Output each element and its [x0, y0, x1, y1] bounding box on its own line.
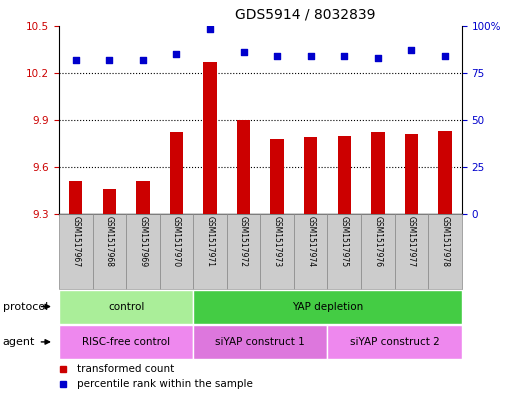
- Bar: [361, 214, 394, 289]
- Text: GSM1517967: GSM1517967: [71, 217, 80, 268]
- Bar: [327, 325, 462, 359]
- Point: [139, 56, 147, 62]
- Bar: [327, 214, 361, 289]
- Bar: [59, 290, 193, 323]
- Bar: [405, 134, 418, 214]
- Text: GSM1517969: GSM1517969: [139, 217, 147, 268]
- Bar: [193, 214, 227, 289]
- Bar: [394, 214, 428, 289]
- Point: [407, 47, 416, 53]
- Text: control: control: [108, 301, 144, 312]
- Text: agent: agent: [3, 337, 35, 347]
- Point: [240, 49, 248, 55]
- Text: GDS5914 / 8032839: GDS5914 / 8032839: [235, 7, 375, 22]
- Point: [172, 51, 181, 57]
- Bar: [126, 214, 160, 289]
- Text: siYAP construct 1: siYAP construct 1: [215, 337, 305, 347]
- Point: [307, 53, 315, 59]
- Text: GSM1517971: GSM1517971: [206, 217, 214, 267]
- Bar: [237, 120, 250, 214]
- Point: [105, 56, 113, 62]
- Text: GSM1517977: GSM1517977: [407, 217, 416, 268]
- Bar: [59, 214, 92, 289]
- Text: GSM1517973: GSM1517973: [272, 217, 282, 268]
- Text: GSM1517970: GSM1517970: [172, 217, 181, 268]
- Text: protocol: protocol: [3, 301, 48, 312]
- Bar: [59, 325, 193, 359]
- Bar: [103, 189, 116, 214]
- Point: [72, 56, 80, 62]
- Bar: [227, 214, 260, 289]
- Text: GSM1517968: GSM1517968: [105, 217, 114, 267]
- Bar: [438, 131, 451, 214]
- Bar: [170, 132, 183, 214]
- Bar: [270, 139, 284, 214]
- Bar: [371, 132, 385, 214]
- Text: GSM1517974: GSM1517974: [306, 217, 315, 268]
- Bar: [160, 214, 193, 289]
- Bar: [294, 214, 327, 289]
- Text: transformed count: transformed count: [77, 364, 174, 374]
- Bar: [203, 62, 216, 214]
- Text: YAP depletion: YAP depletion: [292, 301, 363, 312]
- Point: [340, 53, 348, 59]
- Bar: [92, 214, 126, 289]
- Text: RISC-free control: RISC-free control: [82, 337, 170, 347]
- Bar: [136, 181, 150, 214]
- Bar: [338, 136, 351, 214]
- Point: [441, 53, 449, 59]
- Bar: [193, 290, 462, 323]
- Point: [273, 53, 281, 59]
- Text: GSM1517975: GSM1517975: [340, 217, 349, 268]
- Text: GSM1517972: GSM1517972: [239, 217, 248, 267]
- Text: GSM1517978: GSM1517978: [441, 217, 449, 267]
- Text: siYAP construct 2: siYAP construct 2: [350, 337, 440, 347]
- Text: GSM1517976: GSM1517976: [373, 217, 382, 268]
- Point: [206, 26, 214, 33]
- Bar: [428, 214, 462, 289]
- Point: [373, 55, 382, 61]
- Bar: [304, 137, 318, 214]
- Bar: [193, 325, 327, 359]
- Bar: [260, 214, 294, 289]
- Text: percentile rank within the sample: percentile rank within the sample: [77, 378, 253, 389]
- Bar: [69, 181, 83, 214]
